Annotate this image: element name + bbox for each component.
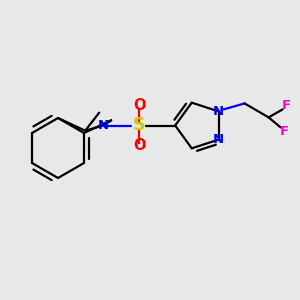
Text: N: N — [213, 133, 224, 146]
Text: N: N — [213, 105, 224, 118]
Text: O: O — [133, 138, 146, 153]
Text: N: N — [98, 119, 109, 132]
Text: S: S — [133, 116, 146, 134]
Text: O: O — [133, 98, 146, 113]
Text: F: F — [282, 99, 291, 112]
Text: F: F — [280, 125, 289, 138]
